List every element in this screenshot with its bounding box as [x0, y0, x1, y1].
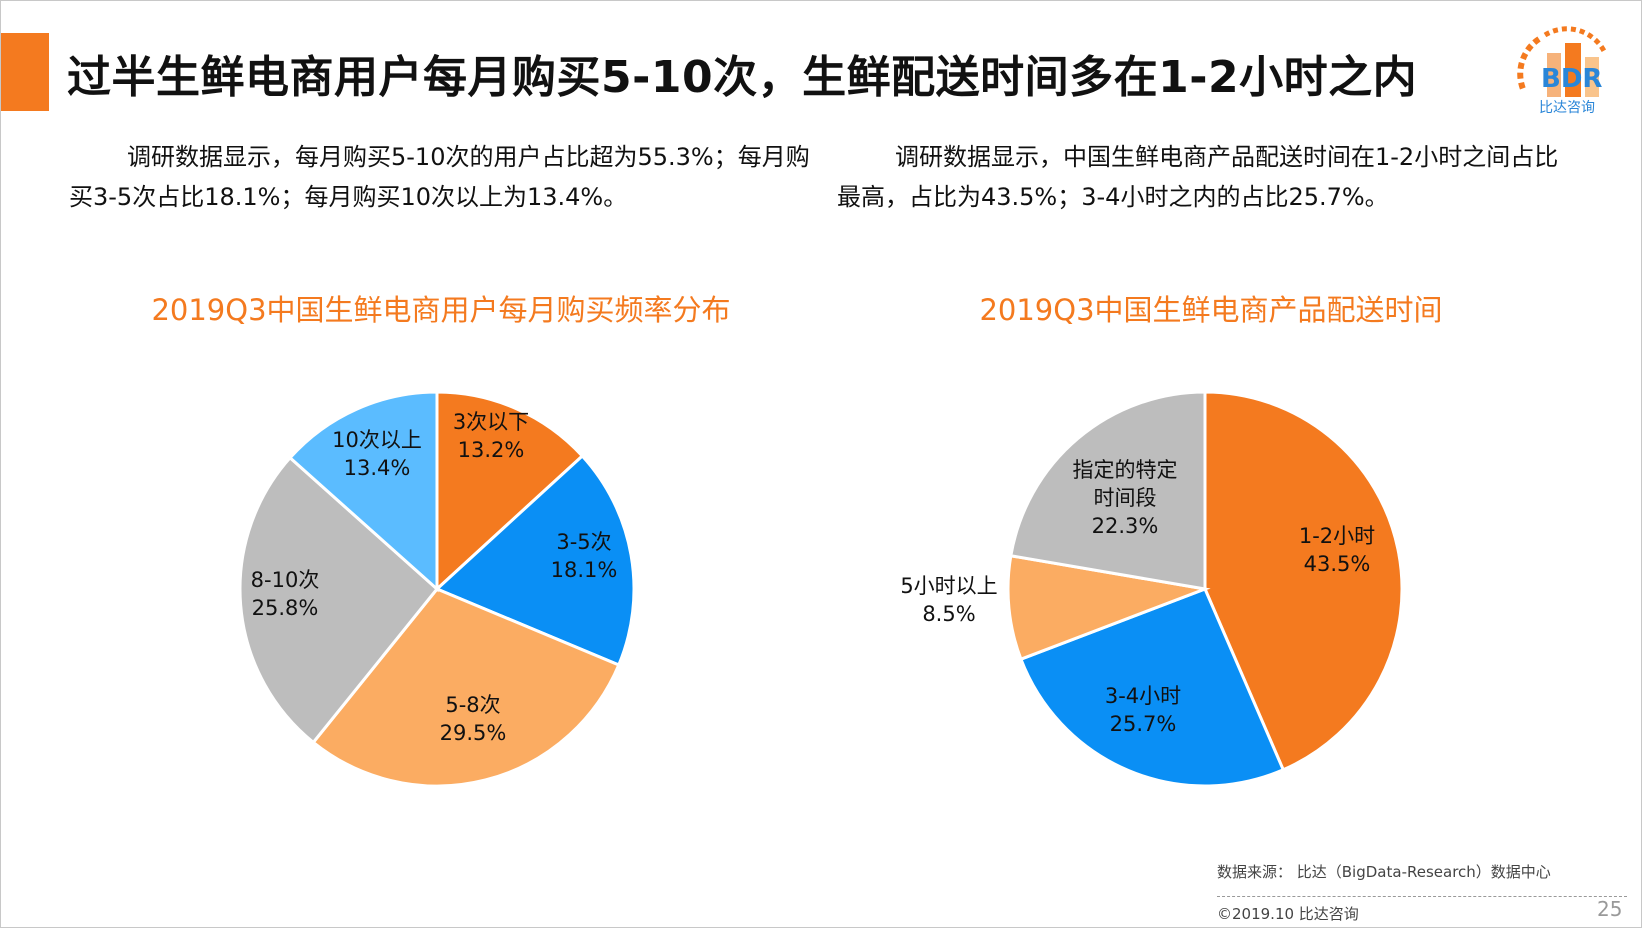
pie-slice-category: 5小时以上 [900, 574, 997, 598]
pie-slice-value: 25.8% [252, 596, 319, 620]
pie-slice-value: 13.2% [458, 438, 525, 462]
pie-slice [287, 390, 439, 593]
pie-slice-category: 3-5次 [556, 530, 611, 554]
pie-slice-label: 指定的特定时间段 22.3% [1073, 458, 1178, 538]
pie-slice-category: 3次以下 [453, 410, 529, 434]
pie-slice-value: 8.5% [922, 602, 975, 626]
pie-slice [311, 587, 621, 788]
logo-ring [1517, 26, 1608, 97]
description-right-text: 调研数据显示，中国生鲜电商产品配送时间在1-2小时之间占比最高，占比为43.5%… [837, 143, 1559, 211]
pie-chart-purchase-frequency: 3次以下 13.2% 3-5次 18.1% 5-8次 29.5% 8-10次 25.8% 10次… [238, 390, 636, 788]
pie-slice-value: 13.4% [344, 456, 411, 480]
pie-slice [238, 455, 440, 745]
pie-slice-value: 25.7% [1110, 712, 1177, 736]
chart-title-delivery-time: 2019Q3中国生鲜电商产品配送时间 [979, 293, 1443, 327]
pie-slice-category: 时间段 [1094, 486, 1157, 510]
pie-slice-label: 5-8次 29.5% [440, 693, 507, 745]
page-title: 过半生鲜电商用户每月购买5-10次，生鲜配送时间多在1-2小时之内 [67, 52, 1418, 103]
footer-copyright: ©2019.10 比达咨询 [1217, 905, 1359, 923]
pie-slice-value: 43.5% [1304, 552, 1371, 576]
pie-slice-label: 3-5次 18.1% [551, 530, 618, 582]
pie-slice-value: 29.5% [440, 721, 507, 745]
pie-slice-label: 5小时以上 8.5% [900, 574, 997, 626]
pie-slice [434, 453, 636, 667]
pie-slice-category: 8-10次 [251, 568, 320, 592]
bdr-logo: BDR [1517, 26, 1608, 97]
logo-mark: BDR [1541, 64, 1602, 94]
pie-slice [1009, 390, 1207, 591]
pie-slice-category: 指定的特定 [1073, 458, 1178, 482]
pie-slice-value: 22.3% [1092, 514, 1159, 538]
pie-slice [1019, 587, 1286, 788]
description-left: 调研数据显示，每月购买5-10次的用户占比超为55.3%；每月购买3-5次占比1… [69, 137, 829, 217]
pie-slice-label: 3-4小时 25.7% [1105, 684, 1181, 736]
pie-slice-category: 5-8次 [445, 693, 500, 717]
pie-slice-category: 1-2小时 [1299, 524, 1375, 548]
description-right: 调研数据显示，中国生鲜电商产品配送时间在1-2小时之间占比最高，占比为43.5%… [837, 137, 1577, 217]
title-accent-bar [1, 33, 49, 111]
chart-title-purchase-frequency: 2019Q3中国生鲜电商用户每月购买频率分布 [151, 293, 731, 327]
logo-caption: 比达咨询 [1539, 100, 1595, 116]
footer-source: 数据来源： 比达（BigData-Research）数据中心 [1217, 863, 1551, 881]
pie-slice-value: 18.1% [551, 558, 618, 582]
pie-slice-category: 3-4小时 [1105, 684, 1181, 708]
pie-slice-category: 10次以上 [332, 428, 422, 452]
pie-slice-label: 3次以下 13.2% [453, 410, 529, 462]
pie-slice-label: 8-10次 25.8% [251, 568, 320, 620]
pie-slice-label: 1-2小时 43.5% [1299, 524, 1375, 576]
pie-slice [1203, 390, 1404, 772]
page-number: 25 [1597, 897, 1623, 921]
footer-divider [1217, 896, 1627, 897]
pie-slice [435, 390, 585, 593]
pie-slice-label: 10次以上 13.4% [332, 428, 422, 480]
description-left-text: 调研数据显示，每月购买5-10次的用户占比超为55.3%；每月购买3-5次占比1… [69, 143, 810, 211]
pie-chart-delivery-time: 1-2小时 43.5% 3-4小时 25.7% 5小时以上 8.5% 指定的特定时间段 22.… [900, 390, 1404, 788]
